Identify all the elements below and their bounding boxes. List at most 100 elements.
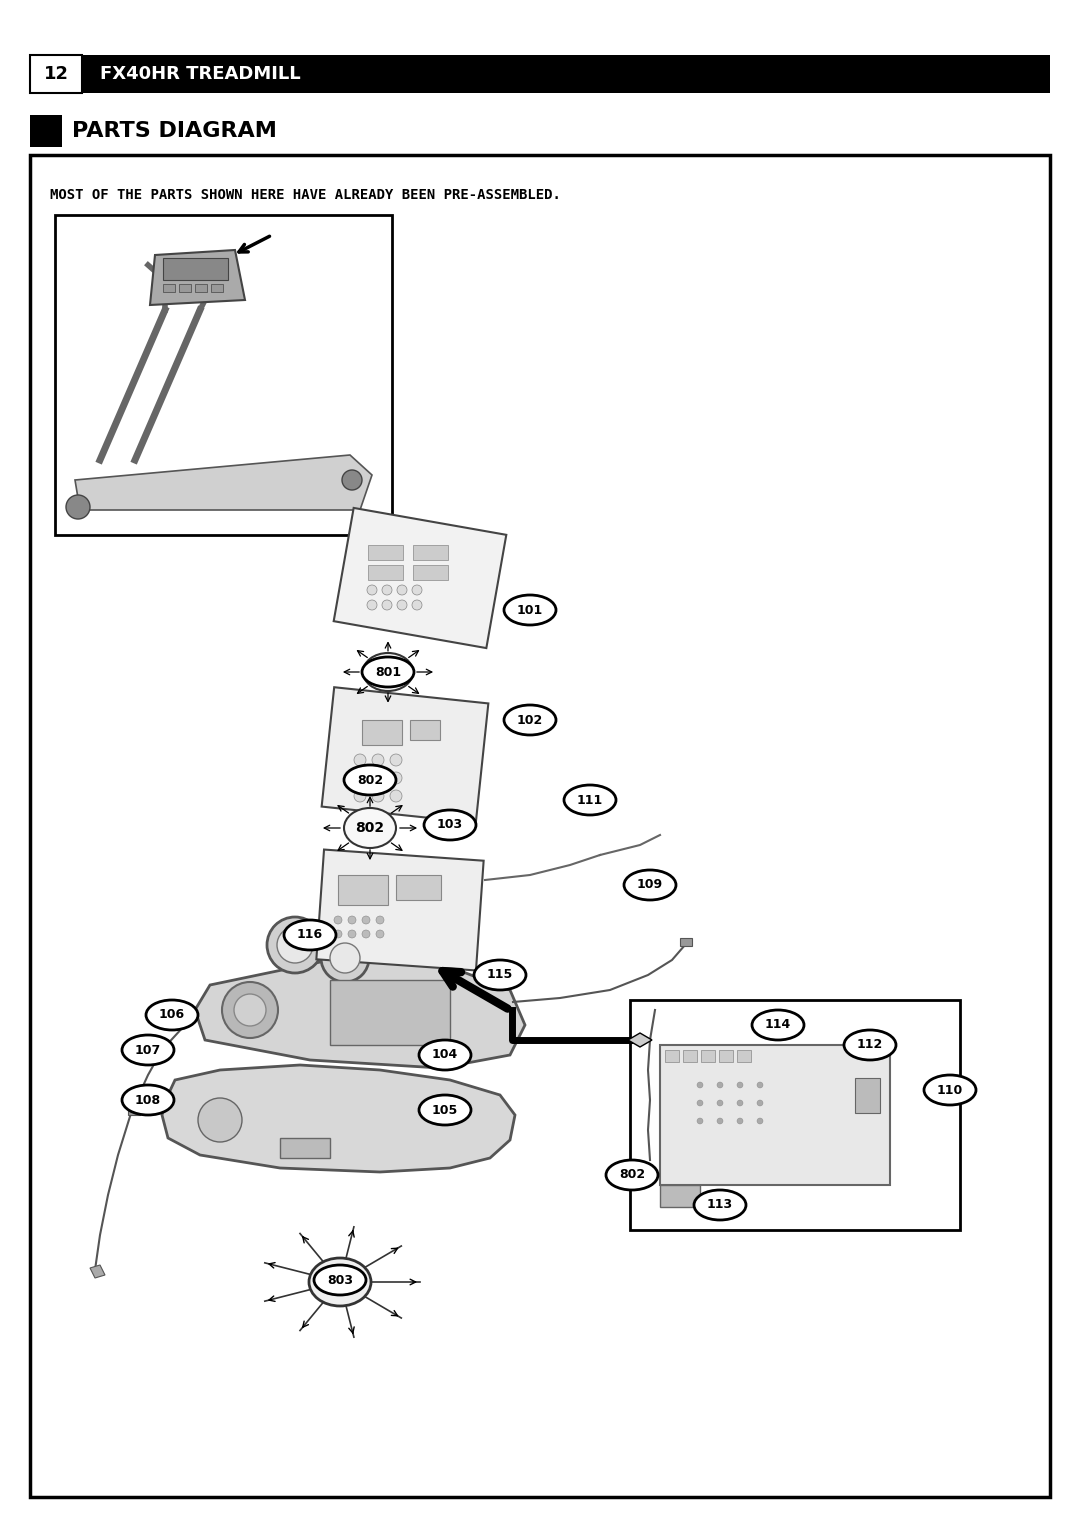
Text: 109: 109 (637, 878, 663, 892)
Ellipse shape (362, 657, 414, 687)
Bar (55, 215, 392, 534)
Bar (630, 1000, 960, 1231)
Polygon shape (334, 508, 507, 647)
Bar (413, 565, 448, 580)
Text: 112: 112 (856, 1038, 883, 1052)
Ellipse shape (694, 1190, 746, 1220)
Ellipse shape (474, 960, 526, 989)
Bar (737, 1051, 751, 1061)
Ellipse shape (122, 1035, 174, 1064)
Circle shape (342, 470, 362, 490)
Bar (368, 565, 403, 580)
Bar (413, 545, 448, 560)
Circle shape (276, 927, 313, 964)
Polygon shape (627, 1032, 652, 1048)
Circle shape (390, 789, 402, 802)
Text: 105: 105 (432, 1104, 458, 1116)
Text: 802: 802 (355, 822, 384, 835)
Text: 802: 802 (356, 774, 383, 786)
Bar (719, 1051, 733, 1061)
Polygon shape (322, 687, 488, 823)
Circle shape (757, 1118, 762, 1124)
Text: 103: 103 (437, 818, 463, 832)
Bar (195, 284, 207, 292)
Text: 102: 102 (517, 713, 543, 727)
Circle shape (267, 918, 323, 973)
Bar (368, 545, 403, 560)
Circle shape (737, 1083, 743, 1089)
Circle shape (737, 1118, 743, 1124)
Bar (156, 1041, 168, 1051)
Bar (665, 1051, 679, 1061)
Bar (660, 1044, 890, 1185)
Text: 802: 802 (619, 1168, 645, 1182)
Circle shape (198, 1098, 242, 1142)
Circle shape (362, 930, 370, 938)
Ellipse shape (309, 1258, 372, 1306)
Bar (683, 1051, 697, 1061)
Circle shape (737, 1099, 743, 1106)
Circle shape (222, 982, 278, 1038)
Ellipse shape (122, 1086, 174, 1115)
Polygon shape (195, 960, 525, 1067)
Ellipse shape (924, 1075, 976, 1106)
Ellipse shape (624, 870, 676, 899)
Bar (163, 284, 175, 292)
Ellipse shape (146, 1000, 198, 1031)
Bar (338, 875, 388, 906)
Circle shape (330, 944, 360, 973)
Ellipse shape (606, 1161, 658, 1190)
Circle shape (382, 600, 392, 609)
Circle shape (362, 916, 370, 924)
Circle shape (717, 1099, 723, 1106)
Circle shape (411, 600, 422, 609)
Ellipse shape (504, 596, 556, 625)
Circle shape (390, 773, 402, 783)
Text: 115: 115 (487, 968, 513, 982)
Circle shape (348, 916, 356, 924)
Ellipse shape (419, 1095, 471, 1125)
Text: PARTS DIAGRAM: PARTS DIAGRAM (72, 121, 276, 140)
Bar (179, 284, 191, 292)
Circle shape (757, 1083, 762, 1089)
Circle shape (697, 1083, 703, 1089)
Ellipse shape (424, 809, 476, 840)
Text: 101: 101 (517, 603, 543, 617)
Bar (396, 875, 441, 899)
Ellipse shape (345, 765, 396, 796)
Text: 803: 803 (324, 1275, 356, 1289)
Bar (701, 1051, 715, 1061)
Text: 104: 104 (432, 1049, 458, 1061)
Bar (330, 980, 450, 1044)
Text: 116: 116 (297, 928, 323, 942)
Ellipse shape (843, 1031, 896, 1060)
Circle shape (757, 1099, 762, 1106)
Text: 113: 113 (707, 1199, 733, 1211)
Circle shape (411, 585, 422, 596)
Circle shape (717, 1083, 723, 1089)
Circle shape (372, 773, 384, 783)
Bar (660, 1185, 700, 1206)
Text: 108: 108 (135, 1093, 161, 1107)
Polygon shape (162, 1064, 515, 1173)
Circle shape (717, 1118, 723, 1124)
Circle shape (66, 495, 90, 519)
Circle shape (382, 585, 392, 596)
Circle shape (367, 600, 377, 609)
Bar (30, 55, 82, 93)
Circle shape (354, 754, 366, 767)
Text: MOST OF THE PARTS SHOWN HERE HAVE ALREADY BEEN PRE-ASSEMBLED.: MOST OF THE PARTS SHOWN HERE HAVE ALREAD… (50, 188, 561, 202)
Bar (163, 258, 228, 279)
Bar (82, 55, 1050, 93)
Circle shape (334, 930, 342, 938)
Polygon shape (150, 250, 245, 305)
Ellipse shape (504, 705, 556, 734)
Circle shape (354, 789, 366, 802)
Circle shape (321, 935, 369, 982)
Bar (855, 1078, 880, 1113)
Ellipse shape (314, 1264, 366, 1295)
Circle shape (372, 789, 384, 802)
Text: 803: 803 (327, 1274, 353, 1287)
Ellipse shape (752, 1009, 804, 1040)
Circle shape (376, 930, 384, 938)
